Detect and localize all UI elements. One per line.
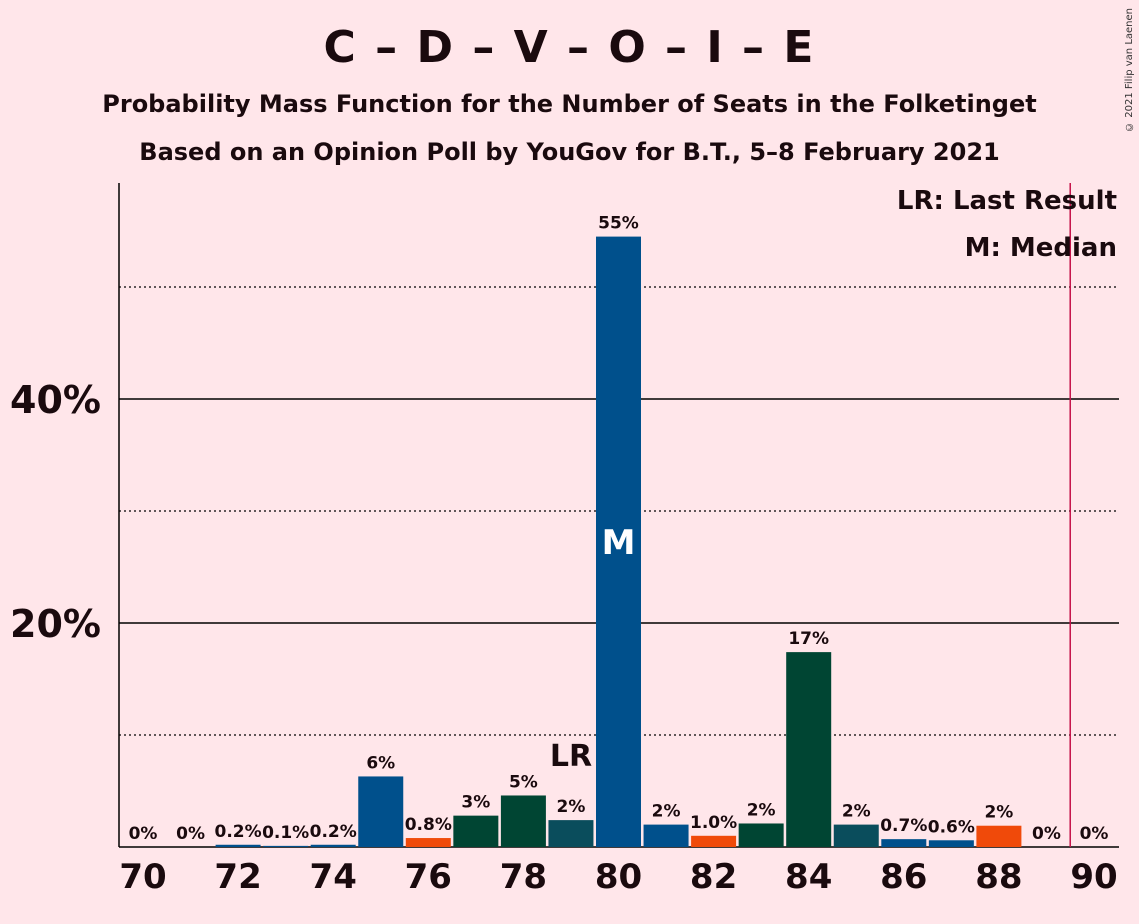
bar-value-label: 3% (461, 793, 490, 813)
bar-value-label: 2% (557, 797, 586, 817)
bar-value-label: 2% (747, 800, 776, 820)
chart-subtitle-source: Based on an Opinion Poll by YouGov for B… (139, 138, 1000, 166)
bar-seats-80[interactable] (596, 236, 641, 848)
x-tick-label: 86 (880, 857, 927, 897)
x-tick-label: 78 (500, 857, 547, 897)
bar-value-label: 0.8% (405, 815, 452, 835)
y-tick-label: 20% (10, 602, 101, 646)
chart-title: C – D – V – O – I – E (323, 22, 816, 73)
bar-value-label: 0% (1080, 824, 1109, 844)
legend-last-result: LR: Last Result (896, 186, 1117, 216)
bar-value-label: 1.0% (690, 813, 737, 833)
last-result-marker: LR (550, 739, 592, 774)
bar-seats-78[interactable] (500, 795, 546, 847)
bar-seats-85[interactable] (833, 824, 879, 847)
bar-value-label: 2% (984, 803, 1013, 823)
bar-seats-75[interactable] (358, 776, 404, 847)
bar-seats-87[interactable] (928, 840, 974, 847)
bar-seats-83[interactable] (738, 823, 784, 847)
bar-value-label: 0.7% (880, 816, 927, 836)
x-tick-label: 72 (214, 857, 261, 897)
bar-seats-77[interactable] (453, 815, 499, 847)
bar-seats-88[interactable] (976, 825, 1022, 847)
bar-value-label: 17% (788, 629, 829, 649)
legend-median: M: Median (964, 233, 1117, 263)
chart-subtitle: Probability Mass Function for the Number… (102, 90, 1037, 118)
bar-value-label: 0.2% (310, 822, 357, 842)
bar-seats-73[interactable] (263, 845, 309, 847)
bar-seats-84[interactable] (786, 652, 832, 847)
bar-value-label: 2% (842, 802, 871, 822)
x-tick-label: 82 (690, 857, 737, 897)
bar-value-label: 55% (598, 214, 639, 234)
x-tick-label: 90 (1070, 857, 1117, 897)
bar-value-label: 6% (366, 753, 395, 773)
bar-value-label: 5% (509, 772, 538, 792)
x-tick-label: 74 (310, 857, 357, 897)
x-tick-label: 88 (975, 857, 1022, 897)
bar-value-label: 2% (652, 802, 681, 822)
bar-value-label: 0% (1032, 824, 1061, 844)
bar-seats-76[interactable] (405, 838, 451, 847)
bar-seats-79[interactable] (548, 820, 594, 847)
median-marker: M (602, 523, 636, 563)
x-tick-label: 70 (119, 857, 166, 897)
bar-seats-74[interactable] (310, 844, 356, 847)
bar-value-label: 0.1% (262, 823, 309, 843)
bar-seats-86[interactable] (881, 839, 927, 847)
bar-value-label: 0% (176, 824, 205, 844)
bar-value-label: 0% (129, 824, 158, 844)
bar-seats-72[interactable] (215, 844, 261, 847)
bar-seats-82[interactable] (691, 835, 737, 847)
bar-value-label: 0.2% (215, 822, 262, 842)
bar-seats-81[interactable] (643, 824, 689, 847)
bar-value-label: 0.6% (928, 817, 975, 837)
x-tick-label: 76 (405, 857, 452, 897)
x-tick-label: 84 (785, 857, 832, 897)
y-tick-label: 40% (10, 378, 101, 422)
x-tick-label: 80 (595, 857, 642, 897)
